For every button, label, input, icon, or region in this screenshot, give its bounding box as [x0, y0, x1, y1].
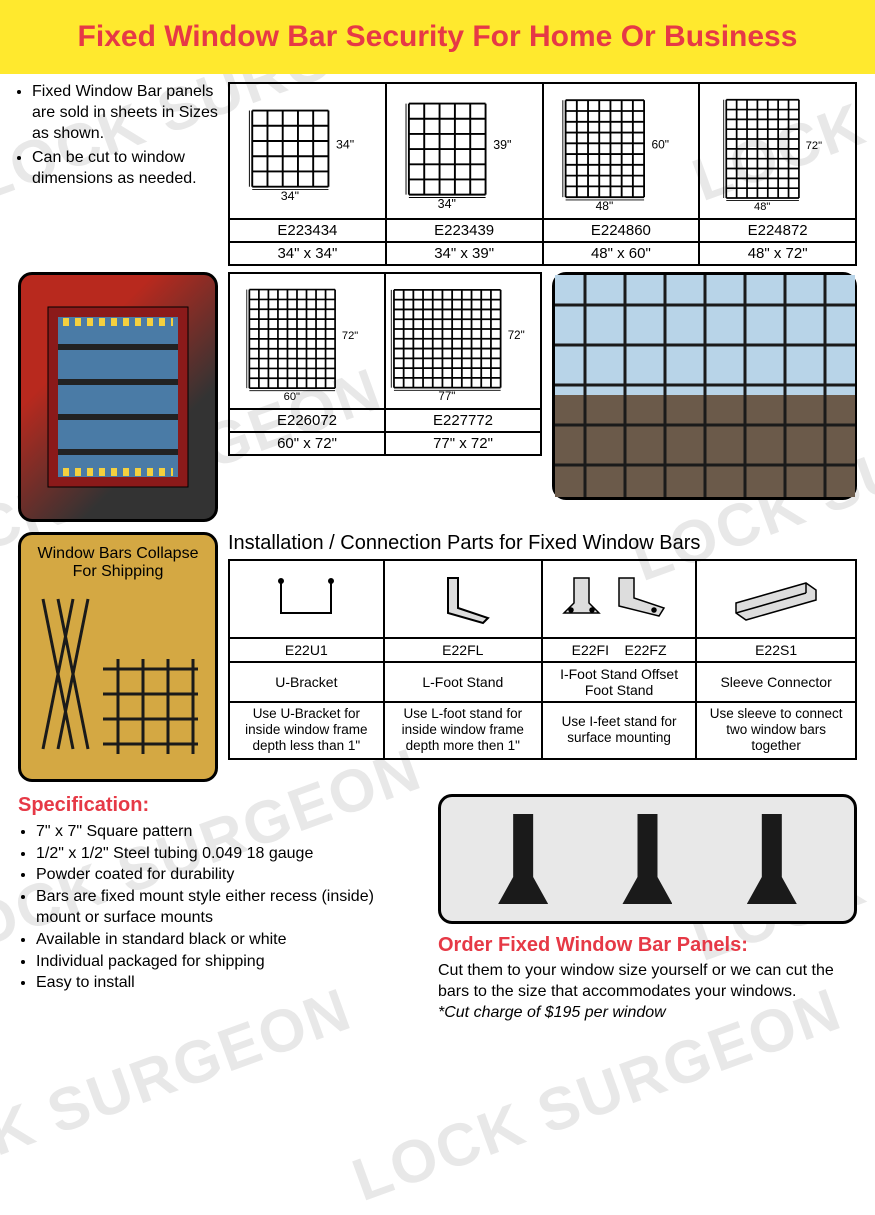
intro-item: Fixed Window Bar panels are sold in shee… — [32, 82, 218, 144]
svg-text:34": 34" — [336, 138, 354, 152]
spec-item: Bars are fixed mount style either recess… — [36, 886, 418, 929]
part-sku: E22S1 — [696, 638, 856, 662]
size-sku: E226072 — [229, 409, 385, 432]
part-sku: E22FL — [384, 638, 542, 662]
part-image — [542, 560, 696, 638]
page-title: Fixed Window Bar Security For Home Or Bu… — [0, 20, 875, 54]
size-grid-cell: 72" 60" — [229, 273, 385, 409]
spec-title: Specification: — [18, 794, 418, 817]
size-dim: 34" x 34" — [229, 242, 386, 265]
size-dim: 48" x 60" — [543, 242, 700, 265]
size-sku: E224872 — [699, 219, 856, 242]
part-desc: Use sleeve to connect two window bars to… — [696, 702, 856, 759]
svg-text:77": 77" — [439, 391, 456, 401]
collapse-label: Window Bars Collapse For Shipping — [31, 545, 205, 581]
install-photo-1 — [18, 272, 218, 522]
spec-item: 1/2" x 1/2" Steel tubing 0.049 18 gauge — [36, 843, 418, 865]
part-desc: Use U-Bracket for inside window frame de… — [229, 702, 384, 759]
spec-item: 7" x 7" Square pattern — [36, 821, 418, 843]
svg-text:60": 60" — [283, 391, 299, 401]
collapse-photo: Window Bars Collapse For Shipping — [18, 532, 218, 782]
header-banner: Fixed Window Bar Security For Home Or Bu… — [0, 0, 875, 74]
photo-bars-icon — [38, 297, 198, 497]
size-grid-cell: 72" 48" — [699, 83, 856, 219]
install-photo-2 — [552, 272, 857, 500]
size-table-row1: 34" 34" 39" 34" 60" 48" 72" 48" E223434E… — [228, 82, 857, 266]
part-desc: Use I-feet stand for surface mounting — [542, 702, 696, 759]
specification: Specification: 7" x 7" Square pattern1/2… — [18, 794, 418, 1023]
intro-item: Can be cut to window dimensions as neede… — [32, 148, 218, 190]
svg-text:34": 34" — [281, 189, 299, 201]
svg-text:72": 72" — [342, 330, 358, 342]
size-grid-cell: 39" 34" — [386, 83, 543, 219]
bracket-icon — [622, 814, 672, 904]
size-sku: E223439 — [386, 219, 543, 242]
svg-text:60": 60" — [651, 138, 669, 152]
size-dim: 77" x 72" — [385, 432, 541, 455]
svg-text:72": 72" — [806, 140, 822, 152]
order-note: *Cut charge of $195 per window — [438, 1003, 857, 1024]
intro-text: Fixed Window Bar panels are sold in shee… — [18, 82, 218, 266]
size-grid-cell: 72" 77" — [385, 273, 541, 409]
size-sku: E224860 — [543, 219, 700, 242]
collapse-icon — [33, 589, 203, 759]
part-image — [384, 560, 542, 638]
bracket-icon — [747, 814, 797, 904]
size-dim: 34" x 39" — [386, 242, 543, 265]
part-name: Sleeve Connector — [696, 662, 856, 702]
size-sku: E223434 — [229, 219, 386, 242]
size-grid-cell: 60" 48" — [543, 83, 700, 219]
svg-text:48": 48" — [754, 201, 770, 211]
spec-item: Powder coated for durability — [36, 864, 418, 886]
size-dim: 48" x 72" — [699, 242, 856, 265]
size-sku: E227772 — [385, 409, 541, 432]
bracket-icon — [498, 814, 548, 904]
part-name: U-Bracket — [229, 662, 384, 702]
part-name: L-Foot Stand — [384, 662, 542, 702]
part-sku: E22U1 — [229, 638, 384, 662]
part-desc: Use L-foot stand for inside window frame… — [384, 702, 542, 759]
order-title: Order Fixed Window Bar Panels: — [438, 934, 857, 957]
svg-text:34": 34" — [438, 197, 456, 209]
part-sku: E22FI E22FZ — [542, 638, 696, 662]
part-image — [696, 560, 856, 638]
part-image — [229, 560, 384, 638]
brackets-photo — [438, 794, 857, 924]
order-section: Order Fixed Window Bar Panels: Cut them … — [438, 794, 857, 1023]
spec-item: Easy to install — [36, 972, 418, 994]
spec-item: Individual packaged for shipping — [36, 951, 418, 973]
parts-title: Installation / Connection Parts for Fixe… — [228, 532, 857, 555]
size-table-row2: 72" 60" 72" 77" E226072E227772 60" x 72"… — [228, 272, 542, 456]
order-body: Cut them to your window size yourself or… — [438, 961, 857, 1003]
parts-table: E22U1E22FLE22FI E22FZE22S1 U-BracketL-Fo… — [228, 559, 857, 760]
svg-text:72": 72" — [508, 330, 525, 342]
part-name: I-Foot Stand Offset Foot Stand — [542, 662, 696, 702]
size-grid-cell: 34" 34" — [229, 83, 386, 219]
photo-grid-icon — [555, 275, 855, 497]
svg-text:39": 39" — [493, 138, 511, 152]
svg-text:48": 48" — [595, 199, 613, 211]
size-dim: 60" x 72" — [229, 432, 385, 455]
spec-item: Available in standard black or white — [36, 929, 418, 951]
